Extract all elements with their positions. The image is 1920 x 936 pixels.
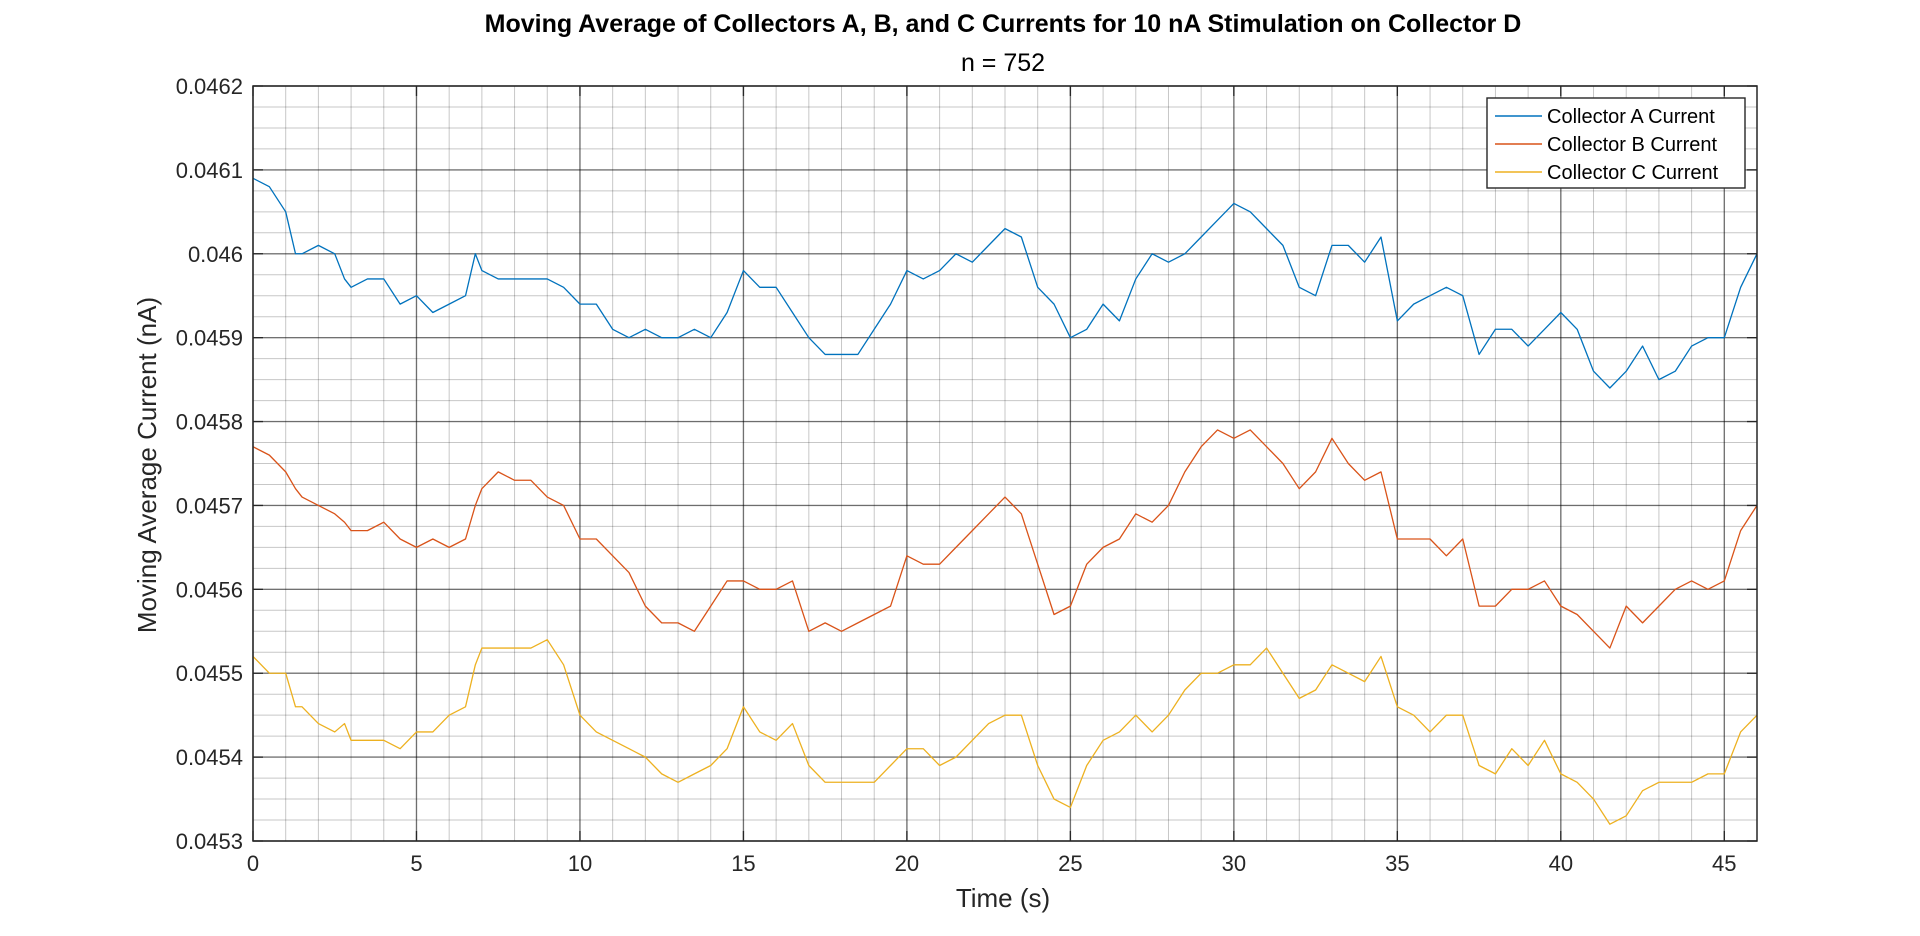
- y-tick-label: 0.0456: [176, 577, 243, 602]
- legend-label-2: Collector B Current: [1547, 134, 1718, 156]
- y-tick-label: 0.046: [188, 242, 243, 267]
- series-line-1: [252, 177, 1758, 389]
- x-tick-label: 40: [1549, 851, 1573, 876]
- y-axis-label: Moving Average Current (nA): [132, 297, 162, 633]
- ticks: 0 5 10 15 20 25 30 35 40 45 0.0453 0.0454 0.0455 0.04…: [176, 74, 1757, 876]
- x-tick-label: 45: [1712, 851, 1736, 876]
- y-tick-label: 0.0461: [176, 158, 243, 183]
- y-tick-label: 0.0457: [176, 493, 243, 518]
- x-tick-label: 30: [1222, 851, 1246, 876]
- minor-grid: [252, 85, 1758, 842]
- x-tick-label: 5: [410, 851, 422, 876]
- x-tick-label: 35: [1385, 851, 1409, 876]
- chart-subtitle: n = 752: [961, 49, 1045, 77]
- y-tick-label: 0.0458: [176, 410, 243, 435]
- legend-box: [1486, 97, 1746, 189]
- y-tick-label: 0.0459: [176, 326, 243, 351]
- y-tick-label: 0.0462: [176, 74, 243, 99]
- x-tick-label: 15: [731, 851, 755, 876]
- legend: Collector A Current Collector B Current Co…: [1486, 97, 1746, 189]
- x-tick-label: 0: [247, 851, 259, 876]
- x-tick-label: 20: [895, 851, 919, 876]
- axes-box: [252, 85, 1758, 842]
- series-line-2: [252, 429, 1758, 649]
- plot-area: 0 5 10 15 20 25 30 35 40 45 0.0453 0.0454 0.0455 0.04…: [176, 74, 1758, 876]
- chart-title: Moving Average of Collectors A, B, and C…: [485, 10, 1522, 38]
- y-tick-label: 0.0453: [176, 829, 243, 854]
- x-tick-label: 25: [1058, 851, 1082, 876]
- series-line-3: [252, 639, 1758, 825]
- y-tick-label: 0.0454: [176, 745, 243, 770]
- legend-label-3: Collector C Current: [1547, 162, 1719, 184]
- y-tick-label: 0.0455: [176, 661, 243, 686]
- legend-label-1: Collector A Current: [1547, 106, 1715, 128]
- x-axis-label: Time (s): [956, 883, 1050, 913]
- x-tick-label: 10: [568, 851, 592, 876]
